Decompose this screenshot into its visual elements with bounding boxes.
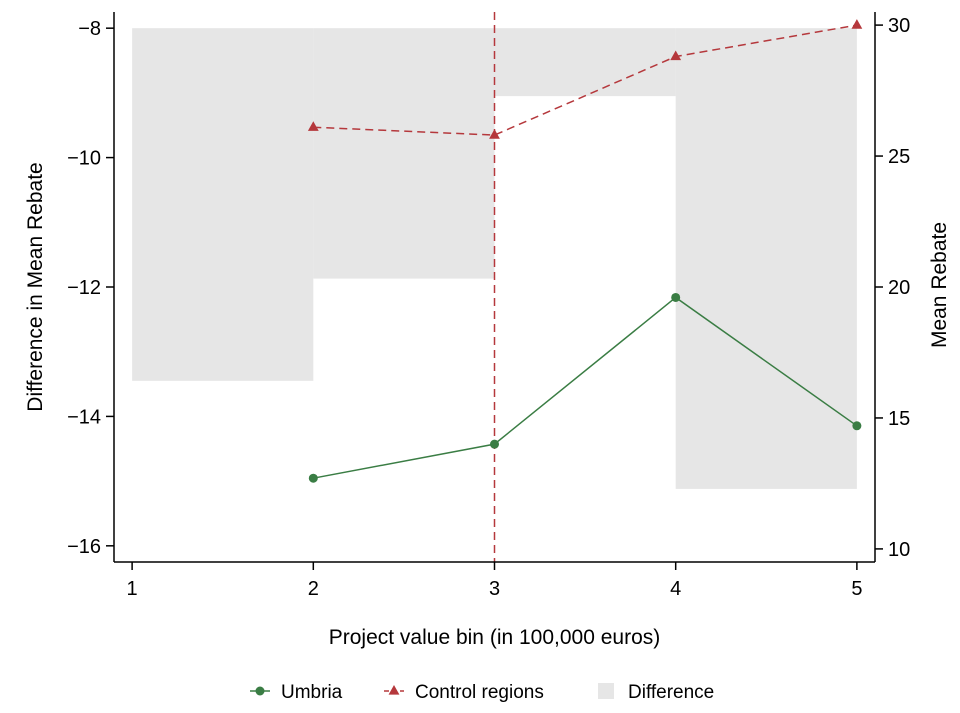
point-umbria-5: [852, 421, 862, 431]
point-control-regions-4: [670, 50, 682, 61]
point-control-regions-3: [489, 129, 500, 139]
legend-control-label: Control regions: [415, 682, 544, 703]
difference-bar-1: [132, 28, 314, 381]
legend-umbria-marker: [255, 686, 265, 696]
point-control-regions-2: [307, 121, 319, 131]
axes: 1 2 3 4 5 −8 −10 −12 −14 −16 30 25 20 15 10: [67, 12, 910, 600]
legend-control-marker: [388, 685, 400, 695]
legend: Umbria Control regions Difference: [250, 682, 714, 703]
x-tick-label-1: 1: [127, 578, 138, 600]
y-axis-left-title: Difference in Mean Rebate: [24, 162, 47, 411]
series-line-control-regions: [313, 24, 858, 136]
x-tick-label-3: 3: [489, 578, 500, 600]
legend-difference-swatch: [598, 683, 614, 699]
series-line-umbria: [313, 296, 858, 479]
difference-bar-3: [494, 28, 676, 97]
y-right-tick-label-2: 20: [888, 277, 910, 299]
y-left-tick-label-1: −10: [67, 148, 101, 170]
difference-bars: [132, 28, 857, 489]
y-axis-right-title: Mean Rebate: [928, 222, 951, 348]
difference-bar-2: [313, 28, 495, 279]
x-tick-label-5: 5: [851, 578, 862, 600]
difference-bar-4: [675, 28, 857, 489]
y-left-tick-label-2: −12: [67, 277, 101, 299]
x-tick-label-4: 4: [670, 578, 681, 600]
x-axis-title: Project value bin (in 100,000 euros): [329, 626, 661, 649]
series-lines: [307, 19, 863, 483]
legend-difference-label: Difference: [628, 682, 714, 703]
point-umbria-3: [490, 439, 499, 449]
y-left-tick-label-0: −8: [78, 18, 101, 40]
y-right-tick-label-1: 25: [888, 146, 910, 168]
point-umbria-4: [671, 292, 681, 302]
legend-umbria-label: Umbria: [281, 682, 343, 703]
point-control-regions-5: [851, 19, 863, 29]
y-right-tick-label-3: 15: [888, 408, 910, 430]
point-umbria-2: [308, 473, 318, 483]
y-right-tick-label-0: 30: [888, 15, 910, 37]
x-tick-label-2: 2: [308, 578, 319, 600]
y-left-tick-label-3: −14: [67, 406, 101, 428]
y-left-tick-label-4: −16: [67, 536, 101, 558]
y-right-tick-label-4: 10: [888, 539, 910, 561]
